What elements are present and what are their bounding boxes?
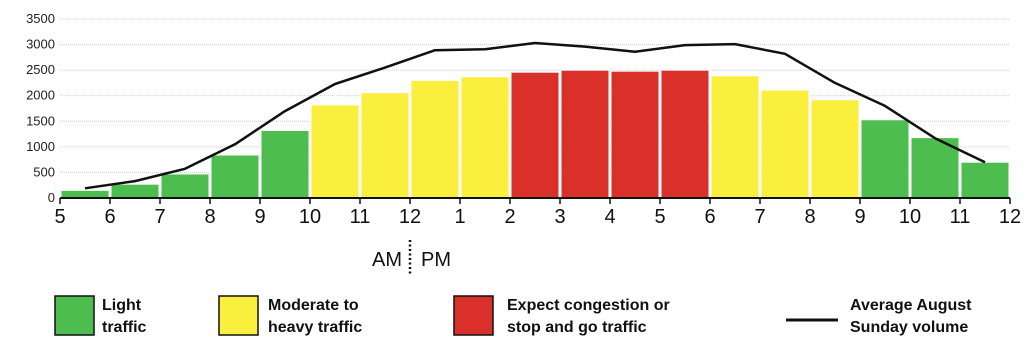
legend-label-volume-2: Sunday volume [850,319,968,336]
bar [110,183,160,199]
bar [160,173,210,199]
legend-item-light: Light traffic [54,295,147,336]
y-tick-label: 3500 [26,11,55,26]
y-tick-label: 3000 [26,37,55,52]
x-tick-label: 6 [704,206,715,228]
x-tick-label: 8 [804,206,815,228]
legend-swatch-moderate [218,295,259,336]
bar [760,89,810,199]
average-volume-line [84,41,986,190]
pm-label: PM [421,249,451,271]
y-tick-label: 2500 [26,62,55,77]
y-tick-label: 1500 [26,113,55,128]
bar [510,71,560,199]
x-tick-label: 10 [899,206,921,228]
legend-label-light-1: Light [102,297,142,314]
bar [260,129,310,199]
x-tick-label: 9 [254,206,265,228]
x-tick-label: 8 [204,206,215,228]
x-tick-label: 10 [299,206,321,228]
bar [610,70,660,199]
bar [560,69,610,199]
x-tick-label: 1 [454,206,465,228]
legend-label-moderate-2: heavy traffic [268,319,362,336]
x-tick-label: 4 [604,206,615,228]
bar [810,99,860,199]
x-tick-label: 12 [399,206,421,228]
legend-label-volume-1: Average August [850,297,972,314]
am-pm-marker: AM PM [372,240,451,276]
legend-swatch-congestion [453,295,494,336]
bars [60,69,1010,199]
y-tick-label: 1000 [26,139,55,154]
bar [660,69,710,199]
y-tick-label: 2000 [26,88,55,103]
x-axis: 5 6 7 8 9 10 11 12 1 2 3 4 5 6 7 8 9 10 11 12 [54,197,1021,228]
y-tick-label: 0 [48,190,55,205]
bar [860,119,910,199]
legend-item-congestion: Expect congestion or stop and go traffic [453,295,670,336]
bar [310,104,360,199]
legend-label-congestion-2: stop and go traffic [507,319,647,336]
bar [360,92,410,199]
x-tick-label: 11 [950,206,971,228]
legend: Light traffic Moderate to heavy traffic … [54,295,972,336]
legend-label-light-2: traffic [102,319,147,336]
x-tick-label: 11 [350,206,371,228]
bar [710,75,760,199]
bar [410,79,460,199]
x-tick-label: 5 [654,206,665,228]
legend-label-congestion-1: Expect congestion or [507,297,670,314]
y-tick-label: 500 [33,164,55,179]
x-tick-label: 3 [554,206,565,228]
x-tick-label: 9 [854,206,865,228]
legend-label-moderate-1: Moderate to [268,297,359,314]
x-tick-label: 6 [104,206,115,228]
x-tick-label: 2 [504,206,515,228]
x-tick-label: 5 [54,206,65,228]
legend-item-moderate: Moderate to heavy traffic [218,295,362,336]
legend-swatch-light [54,295,95,336]
y-axis: 0 500 1000 1500 2000 2500 3000 3500 [26,11,55,205]
bar [210,154,260,199]
x-tick-label: 7 [154,206,165,228]
legend-item-volume: Average August Sunday volume [786,297,972,336]
x-tick-label: 7 [754,206,765,228]
bar [60,189,110,199]
bar [910,137,960,199]
am-label: AM [372,249,402,271]
x-tick-label: 12 [999,206,1021,228]
bar [960,161,1010,199]
bar [460,76,510,199]
